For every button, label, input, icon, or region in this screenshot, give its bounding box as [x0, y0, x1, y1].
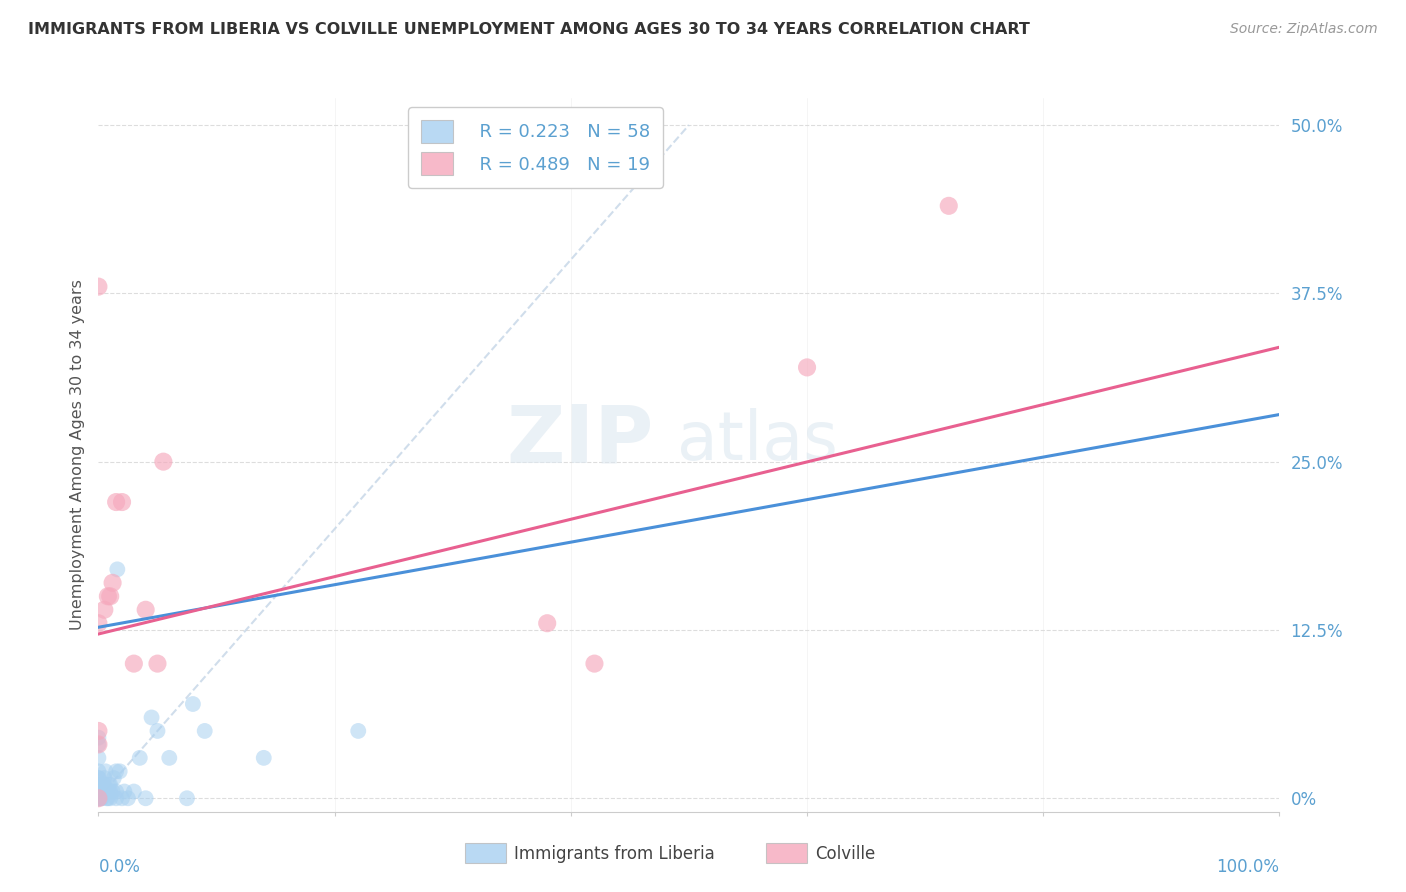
Point [87, 791, 110, 805]
Point [87, 791, 110, 805]
Text: IMMIGRANTS FROM LIBERIA VS COLVILLE UNEMPLOYMENT AMONG AGES 30 TO 34 YEARS CORRE: IMMIGRANTS FROM LIBERIA VS COLVILLE UNEM… [28, 22, 1031, 37]
Point [87, 791, 110, 805]
Point [583, 657, 606, 671]
Point [122, 657, 145, 671]
Point [97, 791, 120, 805]
Point [98, 589, 121, 603]
Point [87, 738, 110, 752]
Point [135, 603, 157, 617]
Point [87, 731, 110, 745]
Point [98, 778, 121, 792]
Point [347, 723, 370, 738]
Point [87, 279, 110, 293]
Point [152, 455, 174, 469]
Point [87, 616, 110, 631]
Point [98, 778, 121, 792]
Text: atlas: atlas [678, 408, 838, 474]
Point [181, 697, 204, 711]
Point [101, 784, 124, 798]
Point [111, 495, 134, 509]
Point [98, 784, 121, 798]
Point [87, 771, 110, 785]
Text: Immigrants from Liberia: Immigrants from Liberia [515, 845, 714, 863]
Point [938, 199, 960, 213]
Point [93, 780, 115, 795]
Point [87, 791, 110, 805]
Y-axis label: Unemployment Among Ages 30 to 34 years: Unemployment Among Ages 30 to 34 years [69, 279, 84, 631]
Point [87, 738, 110, 752]
Point [87, 771, 110, 785]
Point [87, 780, 110, 795]
Point [98, 791, 121, 805]
Point [87, 787, 110, 801]
Point [135, 791, 157, 805]
Point [146, 723, 169, 738]
Text: Source: ZipAtlas.com: Source: ZipAtlas.com [1230, 22, 1378, 37]
Point [87, 789, 110, 803]
Point [94, 764, 117, 779]
Point [87, 778, 110, 792]
Point [194, 723, 217, 738]
Point [176, 791, 198, 805]
Point [112, 784, 135, 798]
Point [91, 787, 114, 801]
Point [146, 657, 169, 671]
Bar [766, 843, 807, 863]
Point [105, 784, 128, 798]
Point [87, 784, 110, 798]
Point [87, 778, 110, 792]
Point [97, 589, 120, 603]
Text: 0.0%: 0.0% [98, 858, 141, 876]
Text: 100.0%: 100.0% [1216, 858, 1279, 876]
Point [111, 791, 134, 805]
Point [87, 791, 110, 805]
Point [98, 784, 121, 798]
Point [87, 780, 110, 795]
Point [128, 751, 150, 765]
Point [87, 781, 110, 796]
Point [253, 751, 276, 765]
Point [93, 778, 115, 792]
Point [87, 791, 110, 805]
Point [93, 603, 115, 617]
Point [157, 751, 180, 765]
Bar [464, 843, 506, 863]
Text: Colville: Colville [815, 845, 876, 863]
Point [103, 771, 125, 785]
Point [87, 791, 110, 805]
Point [96, 791, 118, 805]
Point [87, 784, 110, 798]
Point [105, 562, 128, 576]
Point [87, 791, 110, 805]
Point [105, 791, 128, 805]
Text: ZIP: ZIP [506, 401, 654, 480]
Legend:   R = 0.223   N = 58,   R = 0.489   N = 19: R = 0.223 N = 58, R = 0.489 N = 19 [408, 107, 662, 188]
Point [536, 616, 558, 631]
Point [87, 751, 110, 765]
Point [91, 784, 114, 798]
Point [122, 784, 145, 798]
Point [87, 723, 110, 738]
Point [101, 575, 124, 590]
Point [105, 764, 128, 779]
Point [91, 791, 114, 805]
Point [93, 771, 115, 785]
Point [90, 791, 112, 805]
Point [105, 495, 128, 509]
Point [108, 764, 131, 779]
Point [87, 764, 110, 779]
Point [117, 791, 139, 805]
Point [141, 710, 163, 724]
Point [796, 360, 818, 375]
